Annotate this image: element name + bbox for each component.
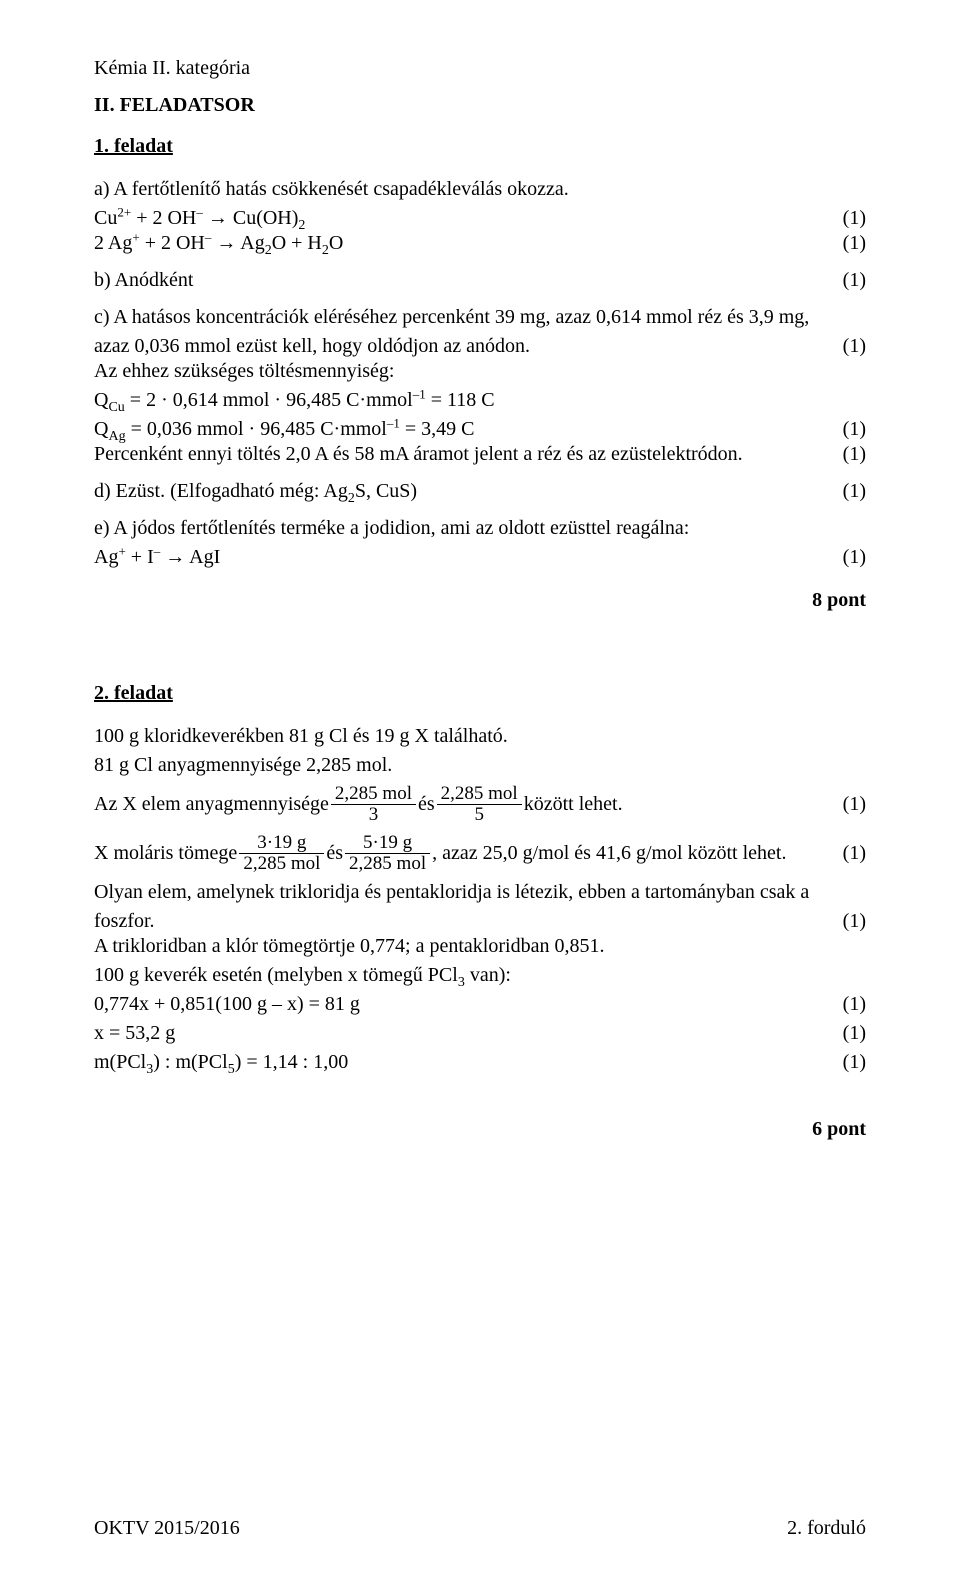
mark: (1) — [843, 1050, 866, 1075]
mark: (1) — [843, 206, 866, 231]
task1-eq1: Cu2+ + 2 OH– → Cu(OH)2 — [94, 206, 843, 231]
page-header: Kémia II. kategória — [94, 56, 866, 81]
fraction: 3·19 g 2,285 mol — [239, 833, 324, 874]
mark: (1) — [843, 268, 866, 293]
fraction-den: 3 — [331, 804, 416, 825]
task2-l4-pre: X moláris tömege — [94, 841, 237, 866]
task2-l9: x = 53,2 g — [94, 1021, 843, 1046]
fraction-den: 2,285 mol — [345, 853, 430, 874]
task1-c2: azaz 0,036 mmol ezüst kell, hogy oldódjo… — [94, 334, 843, 359]
task2-l7: 100 g keverék esetén (melyben x tömegű P… — [94, 963, 866, 988]
task1-a-intro: a) A fertőtlenítő hatás csökkenését csap… — [94, 177, 866, 202]
task1-c5: QAg = 0,036 mmol · 96,485 C·mmol–1 = 3,4… — [94, 417, 843, 442]
mark: (1) — [843, 442, 866, 467]
task1-e2: Ag+ + I– → AgI — [94, 545, 843, 570]
fraction-num: 5·19 g — [345, 833, 430, 853]
footer-right: 2. forduló — [787, 1516, 866, 1541]
mark: (1) — [843, 545, 866, 570]
section-title: II. FELADATSOR — [94, 93, 866, 118]
mark: (1) — [843, 334, 866, 359]
fraction: 2,285 mol 3 — [331, 784, 416, 825]
task2-l3: Az X elem anyagmennyisége 2,285 mol 3 és… — [94, 784, 843, 825]
mark: (1) — [843, 231, 866, 256]
fraction: 5·19 g 2,285 mol — [345, 833, 430, 874]
fraction-den: 5 — [437, 804, 522, 825]
task2-l4-mid: és — [326, 841, 343, 866]
fraction-num: 2,285 mol — [331, 784, 416, 804]
task2-l5b: foszfor. — [94, 909, 843, 934]
mark: (1) — [843, 841, 866, 866]
task1-c3: Az ehhez szükséges töltésmennyiség: — [94, 359, 866, 384]
task1-points: 8 pont — [94, 588, 866, 613]
fraction-num: 2,285 mol — [437, 784, 522, 804]
fraction-num: 3·19 g — [239, 833, 324, 853]
task2-l1: 100 g kloridkeverékben 81 g Cl és 19 g X… — [94, 724, 866, 749]
mark: (1) — [843, 479, 866, 504]
task1-eq2: 2 Ag+ + 2 OH– → Ag2O + H2O — [94, 231, 843, 256]
mark: (1) — [843, 1021, 866, 1046]
task1-b: b) Anódként — [94, 268, 843, 293]
task2-l3-pre: Az X elem anyagmennyisége — [94, 792, 329, 817]
task1-c6: Percenként ennyi töltés 2,0 A és 58 mA á… — [94, 442, 843, 467]
mark: (1) — [843, 909, 866, 934]
page-footer: OKTV 2015/2016 2. forduló — [94, 1516, 866, 1541]
task2-l3-mid: és — [418, 792, 435, 817]
task1-title: 1. feladat — [94, 134, 866, 159]
task2-l6: A trikloridban a klór tömegtörtje 0,774;… — [94, 934, 866, 959]
mark: (1) — [843, 792, 866, 817]
task1-c4: QCu = 2 · 0,614 mmol · 96,485 C·mmol–1 =… — [94, 388, 866, 413]
task2-l5a: Olyan elem, amelynek trikloridja és pent… — [94, 880, 866, 905]
task2-l3-post: között lehet. — [524, 792, 623, 817]
mark: (1) — [843, 992, 866, 1017]
task2-l2: 81 g Cl anyagmennyisége 2,285 mol. — [94, 753, 866, 778]
task2-title: 2. feladat — [94, 681, 866, 706]
fraction-den: 2,285 mol — [239, 853, 324, 874]
task2-l8: 0,774x + 0,851(100 g – x) = 81 g — [94, 992, 843, 1017]
task2-l10: m(PCl3) : m(PCl5) = 1,14 : 1,00 — [94, 1050, 843, 1075]
task1-e1: e) A jódos fertőtlenítés terméke a jodid… — [94, 516, 866, 541]
task2-points: 6 pont — [94, 1117, 866, 1142]
fraction: 2,285 mol 5 — [437, 784, 522, 825]
mark: (1) — [843, 417, 866, 442]
task1-d: d) Ezüst. (Elfogadható még: Ag2S, CuS) — [94, 479, 843, 504]
footer-left: OKTV 2015/2016 — [94, 1516, 240, 1541]
task2-l4-post: , azaz 25,0 g/mol és 41,6 g/mol között l… — [432, 841, 786, 866]
task1-c1: c) A hatásos koncentrációk eléréséhez pe… — [94, 305, 866, 330]
task2-l4: X moláris tömege 3·19 g 2,285 mol és 5·1… — [94, 833, 843, 874]
